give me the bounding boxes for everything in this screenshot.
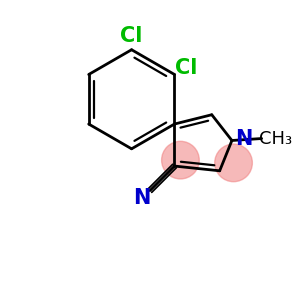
Circle shape: [162, 141, 199, 179]
Text: Cl: Cl: [175, 58, 198, 78]
Text: N: N: [235, 129, 252, 149]
Circle shape: [215, 144, 252, 182]
Text: N: N: [134, 188, 151, 208]
Text: CH₃: CH₃: [259, 130, 292, 148]
Text: Cl: Cl: [120, 26, 143, 46]
